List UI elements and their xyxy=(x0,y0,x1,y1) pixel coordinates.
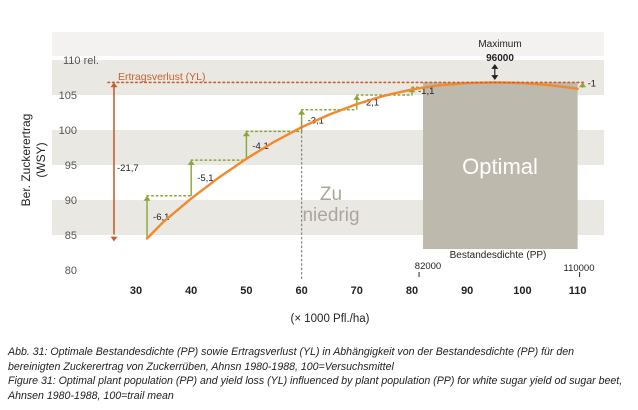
pp-marker-82000: 82000 xyxy=(415,261,441,272)
arrow-head xyxy=(110,236,118,242)
loss-step-label: -1,1 xyxy=(418,86,434,97)
yield-chart: 80 85 90 95 100 105 30 40 50 60 70 80 90 100 110 -6,1… xyxy=(19,32,604,325)
x-axis-label: (× 1000 Pfl./ha) xyxy=(291,313,370,325)
y-tick-label: 105 xyxy=(59,90,77,102)
x-tick-label: 30 xyxy=(130,285,142,297)
plant-population-axis-label: Bestandesdichte (PP) xyxy=(450,250,547,261)
y-tick-label: 85 xyxy=(65,230,77,242)
loss-step-end-label: -1 xyxy=(588,79,596,90)
y-tick-labels: 80 85 90 95 100 105 xyxy=(59,90,77,277)
x-tick-label: 80 xyxy=(406,285,418,297)
caption-en-line1: Figure 31: Optimal plant population (PP)… xyxy=(8,375,623,388)
pp-marker-110000: 110000 xyxy=(564,263,595,274)
maximum-value: 96000 xyxy=(486,53,514,64)
loss-step: -3,1 xyxy=(298,108,358,132)
x-tick-label: 40 xyxy=(185,285,197,297)
too-low-label-line2: niedrig xyxy=(302,205,359,226)
caption-de-line2: bereinigten Zuckerertrag von Zuckerrüben… xyxy=(8,360,394,373)
x-tick-label: 50 xyxy=(240,285,252,297)
y-tick-label: 95 xyxy=(65,160,77,172)
x-tick-labels: 30 40 50 60 70 80 90 100 110 xyxy=(130,285,587,297)
x-tick-label: 110 xyxy=(569,285,587,297)
x-tick-label: 90 xyxy=(461,285,473,297)
maximum-label: Maximum xyxy=(478,39,521,50)
y-axis-label-line1: Ber. Zuckerertrag xyxy=(19,114,33,207)
loss-step-end: -1 xyxy=(579,79,596,90)
y-unit-label: 110 rel. xyxy=(63,55,99,67)
arrow-head xyxy=(579,82,587,88)
loss-step: -6,1 xyxy=(143,195,192,239)
loss-step-label: -2,1 xyxy=(363,97,379,108)
annotations-layer xyxy=(107,64,585,281)
too-low-label-line1: Zu xyxy=(320,184,342,205)
arrow-head xyxy=(491,75,499,80)
loss-step-label: -4,1 xyxy=(252,141,268,152)
arrow-head xyxy=(187,160,195,165)
y-axis-label-line2: (WSY) xyxy=(34,142,48,177)
y-tick-label: 90 xyxy=(65,195,77,207)
total-loss-label: -21,7 xyxy=(117,163,139,174)
x-tick-label: 70 xyxy=(351,285,363,297)
arrow-head xyxy=(298,109,306,115)
figure-caption: Abb. 31: Optimale Bestandesdichte (PP) s… xyxy=(8,345,633,403)
y-tick-label: 100 xyxy=(59,125,77,137)
x-tick-label: 60 xyxy=(295,285,307,297)
reference-line-label: Ertragsverlust (YL) xyxy=(118,71,206,83)
optimal-region xyxy=(423,82,578,250)
arrow-head xyxy=(110,82,118,88)
loss-step-label: -5,1 xyxy=(197,173,213,184)
x-tick-label: 100 xyxy=(513,285,531,297)
caption-de-line1: Abb. 31: Optimale Bestandesdichte (PP) s… xyxy=(8,346,575,358)
optimal-label: Optimal xyxy=(462,154,538,179)
arrow-head xyxy=(242,131,250,137)
arrow-head xyxy=(143,195,151,201)
caption-en-line2: Ahnsen 1980-1988, 100=trail mean xyxy=(8,389,174,402)
optimal-region-layer xyxy=(423,82,578,250)
background-band-top xyxy=(52,32,604,56)
arrow-head xyxy=(353,95,361,100)
y-tick-label: 80 xyxy=(65,265,77,277)
loss-step: -5,1 xyxy=(187,159,248,196)
loss-step-label: -6,1 xyxy=(153,212,169,223)
arrow-head xyxy=(491,64,499,69)
